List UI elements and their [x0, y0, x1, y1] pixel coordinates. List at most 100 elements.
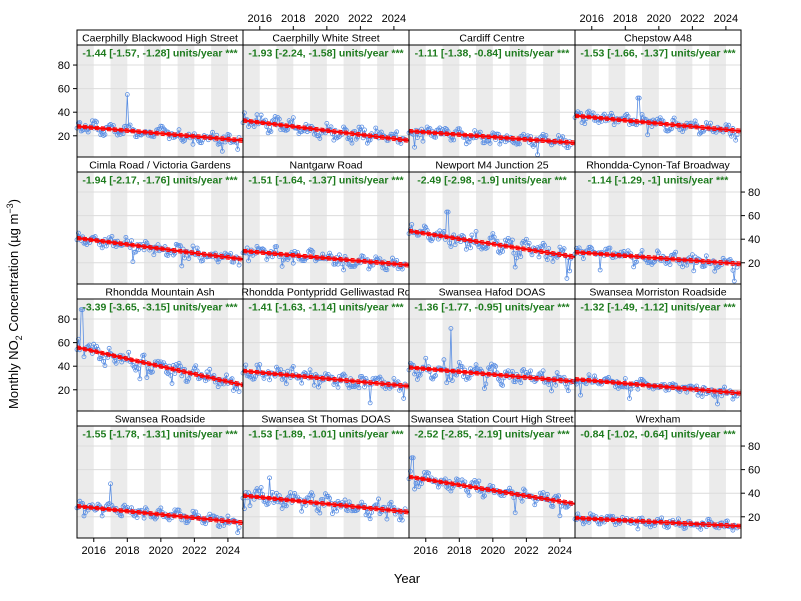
data-point: [290, 115, 296, 121]
trend-upper-ci: [76, 504, 244, 522]
data-point: [283, 503, 289, 509]
data-point: [444, 380, 450, 386]
data-point: [448, 244, 454, 250]
data-point: [445, 209, 451, 215]
data-point: [377, 374, 383, 380]
data-point: [676, 516, 681, 522]
year-shade: [476, 172, 493, 284]
trend-line: [574, 251, 742, 266]
data-point: [587, 511, 593, 517]
data-point: [210, 129, 215, 135]
year-shade: [642, 426, 659, 538]
data-point: [391, 376, 397, 381]
data-point: [671, 115, 677, 121]
data-point: [108, 122, 113, 127]
data-point: [246, 124, 251, 129]
data-point: [362, 384, 367, 390]
year-shade: [377, 45, 394, 157]
slope-annotation: -1.51 [-1.64, -1.37] units/year ***: [248, 175, 404, 187]
year-shade: [476, 45, 493, 157]
trend-upper-ci: [574, 250, 742, 263]
year-shade: [77, 172, 94, 284]
year-shade: [642, 45, 659, 157]
data-point: [516, 141, 522, 147]
trend-lower-ci: [574, 116, 742, 134]
data-point: [597, 267, 603, 273]
data-point: [673, 249, 679, 255]
data-point: [203, 521, 208, 527]
data-point: [579, 120, 585, 126]
data-point: [731, 278, 737, 284]
data-point: [414, 135, 420, 140]
data-point: [255, 488, 261, 494]
data-point: [279, 506, 285, 511]
data-point: [279, 263, 285, 269]
data-point: [680, 264, 685, 270]
trend-lower-ci: [76, 127, 244, 143]
year-shade: [709, 45, 726, 157]
data-point: [635, 95, 641, 101]
trend-line: [242, 369, 410, 388]
year-shade: [243, 299, 260, 411]
trend-upper-ci: [408, 365, 576, 381]
data-point: [625, 113, 631, 119]
data-point: [487, 140, 493, 146]
y-tick-label: 20: [58, 385, 70, 397]
year-shade: [543, 426, 560, 538]
slope-annotation: -1.41 [-1.63, -1.14] units/year ***: [248, 302, 404, 314]
data-point: [307, 367, 313, 373]
year-shade: [377, 172, 394, 284]
data-point: [412, 144, 417, 150]
year-shade: [177, 299, 195, 411]
panel-title: Caerphilly White Street: [272, 33, 379, 45]
data-point: [186, 256, 192, 261]
data-point: [363, 512, 369, 518]
data-point: [154, 514, 160, 520]
data-point: [101, 359, 106, 364]
data-point: [316, 133, 321, 139]
data-point: [444, 484, 450, 490]
data-point: [540, 368, 546, 374]
data-point: [75, 230, 81, 236]
year-shade: [409, 45, 426, 157]
data-point: [587, 244, 593, 250]
data-point: [454, 372, 459, 378]
data-point: [684, 262, 690, 268]
slope-annotation: -2.49 [-2.98, -1.9] units/year ***: [417, 175, 567, 187]
data-point: [353, 382, 359, 388]
data-point: [554, 370, 560, 376]
data-point: [233, 386, 239, 391]
data-point: [582, 121, 588, 127]
x-tick-label: 2020: [647, 13, 671, 25]
data-point: [544, 491, 550, 497]
year-shade: [509, 299, 527, 411]
slope-annotation: -0.84 [-1.02, -0.64] units/year ***: [580, 429, 736, 441]
data-point: [235, 146, 241, 152]
data-point: [246, 258, 251, 264]
data-point: [309, 490, 314, 496]
data-point: [178, 363, 183, 369]
data-point: [590, 110, 596, 116]
trend-line: [408, 129, 576, 144]
data-point: [416, 484, 422, 489]
data-point: [575, 511, 581, 517]
data-point: [399, 266, 405, 272]
data-point: [491, 234, 497, 240]
year-shade: [110, 426, 128, 538]
data-point: [102, 132, 108, 137]
y-axis-title: Monthly NO2 Concentration (µg m−3): [5, 199, 24, 409]
year-shade: [509, 426, 527, 538]
data-point: [89, 118, 95, 124]
panel: Nantgarw Road -1.51 [-1.64, -1.37] units/…: [240, 156, 410, 285]
data-point: [713, 392, 719, 397]
data-point: [367, 400, 373, 406]
data-point: [459, 232, 465, 238]
data-point: [367, 516, 373, 522]
y-axis-title-main: Monthly NO: [6, 340, 21, 409]
data-point: [123, 123, 129, 129]
data-point: [179, 373, 185, 379]
data-point: [130, 259, 136, 265]
data-point: [733, 137, 739, 143]
data-point: [702, 263, 708, 269]
